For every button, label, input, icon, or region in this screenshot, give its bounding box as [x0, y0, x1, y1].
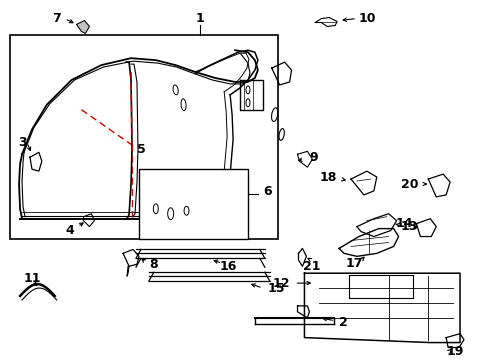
Text: 13: 13: [400, 220, 417, 233]
Text: 20: 20: [400, 177, 418, 190]
Text: 14: 14: [395, 217, 413, 230]
Text: 9: 9: [309, 151, 317, 164]
Text: 18: 18: [319, 171, 336, 184]
Bar: [139, 169, 247, 239]
Text: 7: 7: [52, 12, 61, 25]
Text: 15: 15: [267, 282, 285, 294]
Polygon shape: [77, 21, 89, 33]
Text: 2: 2: [339, 316, 347, 329]
Text: 16: 16: [219, 260, 236, 273]
Text: 8: 8: [148, 258, 157, 271]
Text: 10: 10: [357, 12, 375, 25]
Text: 12: 12: [271, 276, 289, 289]
Bar: [10, 35, 277, 239]
Text: 17: 17: [345, 257, 362, 270]
Text: 9: 9: [218, 212, 226, 225]
Text: 21: 21: [302, 260, 320, 273]
Text: 11: 11: [24, 272, 41, 285]
Text: 4: 4: [65, 224, 74, 237]
Text: 6: 6: [262, 185, 271, 198]
Text: 19: 19: [445, 345, 463, 358]
Text: 1: 1: [196, 12, 204, 25]
Text: 3: 3: [18, 136, 27, 149]
Text: 5: 5: [136, 143, 145, 156]
